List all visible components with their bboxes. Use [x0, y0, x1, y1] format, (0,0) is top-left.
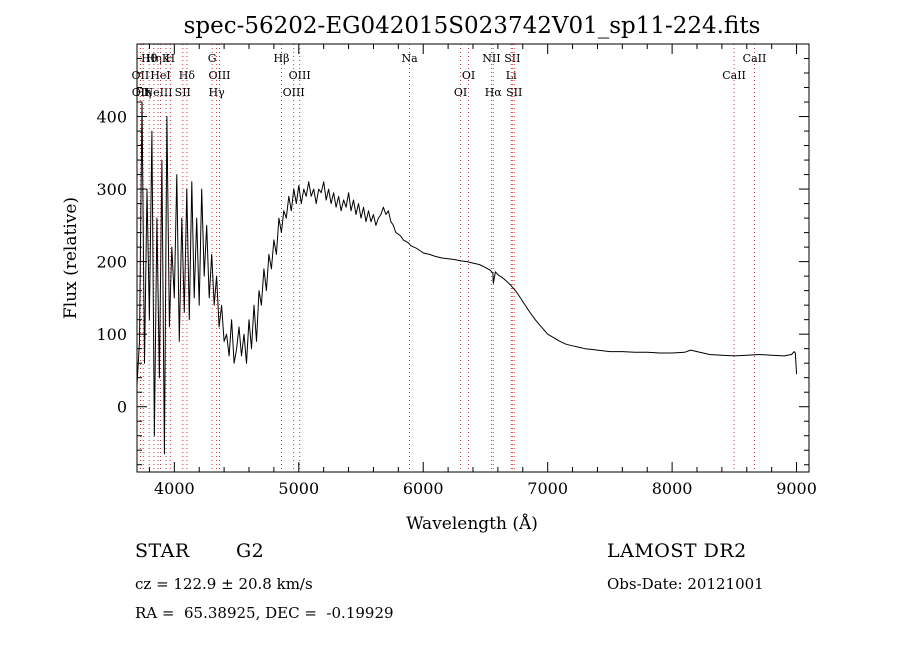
line-marker-label: SII: [506, 86, 522, 99]
y-axis: 0 100 200 300 400: [96, 58, 809, 466]
line-marker-label: OI: [462, 69, 475, 82]
observation-date: Obs-Date: 20121001: [607, 575, 764, 593]
spectral-subclass: G2: [236, 540, 265, 562]
line-marker-label: K: [162, 52, 171, 65]
coordinates: RA = 65.38925, DEC = -0.19929: [135, 604, 394, 622]
line-marker-label: Hη: [146, 52, 162, 65]
redshift-velocity: cz = 122.9 ± 20.8 km/s: [135, 575, 313, 593]
y-tick-label: 0: [117, 398, 127, 417]
line-marker-label: Hη: [135, 86, 151, 99]
x-tick-label: 9000: [776, 479, 817, 498]
x-axis: 4000 5000 6000 7000 8000 9000: [148, 44, 817, 498]
plot-frame: [136, 43, 810, 473]
line-marker-label: SII: [504, 52, 520, 65]
line-marker-label: G: [208, 52, 217, 65]
y-tick-label: 300: [96, 180, 127, 199]
x-tick-label: 5000: [278, 479, 319, 498]
line-marker-label: Hα: [485, 86, 503, 99]
emission-line-markers: OIIOIIHηHθHηNeIIIHeIKHHδSIIGHγOIIIHβOIII…: [132, 44, 767, 472]
line-marker-label: Li: [506, 69, 517, 82]
line-marker-label: Hβ: [274, 52, 290, 65]
y-tick-label: 400: [96, 108, 127, 127]
line-marker-label: OII: [132, 69, 150, 82]
x-tick-label: 7000: [527, 479, 568, 498]
line-marker-label: OI: [454, 86, 467, 99]
line-marker-label: Hγ: [209, 86, 226, 99]
line-marker-label: HeI: [150, 69, 170, 82]
y-axis-label: Flux (relative): [61, 197, 81, 319]
line-marker-label: NeIII: [143, 86, 172, 99]
line-marker-label: NII: [482, 52, 500, 65]
line-marker-label: SII: [175, 86, 191, 99]
line-marker-label: Hδ: [179, 69, 196, 82]
x-axis-label: Wavelength (Å): [406, 513, 538, 534]
x-tick-label: 8000: [652, 479, 693, 498]
object-class: STAR: [135, 540, 190, 562]
line-marker-label: H: [166, 52, 176, 65]
flux-line: [136, 101, 798, 455]
line-marker-label: CaII: [722, 69, 746, 82]
x-tick-label: 4000: [154, 479, 195, 498]
line-marker-label: CaII: [743, 52, 767, 65]
line-marker-label: OIII: [208, 69, 230, 82]
y-tick-label: 100: [96, 325, 127, 344]
x-tick-label: 6000: [403, 479, 444, 498]
line-marker-label: Hθ: [141, 52, 158, 65]
spectrum-chart: spec-56202-EG042015S023742V01_sp11-224.f…: [61, 13, 817, 534]
line-marker-label: OIII: [289, 69, 311, 82]
y-tick-label: 200: [96, 253, 127, 272]
line-marker-label: OII: [132, 86, 150, 99]
survey-name: LAMOST DR2: [607, 540, 747, 562]
line-marker-label: Na: [401, 52, 418, 65]
line-marker-label: OIII: [283, 86, 305, 99]
flux-series: [136, 101, 798, 455]
spectrum-plot: spec-56202-EG042015S023742V01_sp11-224.f…: [61, 13, 817, 534]
chart-title: spec-56202-EG042015S023742V01_sp11-224.f…: [184, 13, 761, 39]
